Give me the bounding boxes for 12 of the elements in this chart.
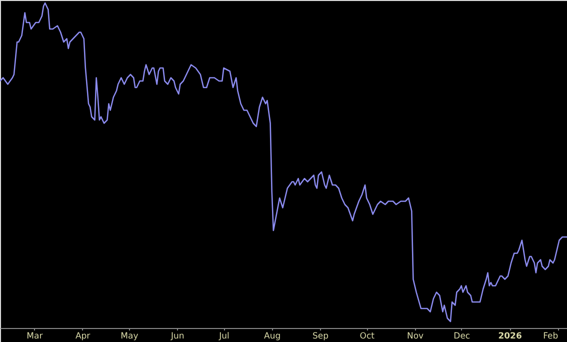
x-tick-label: Sep [312, 332, 329, 342]
x-tick-label: Feb [543, 332, 558, 342]
x-tick-label: Mar [26, 332, 44, 342]
x-tick-label: Oct [360, 332, 376, 342]
x-tick-label: Dec [454, 332, 470, 342]
x-tick-label: Jun [170, 332, 184, 342]
x-tick-label: Nov [406, 332, 424, 342]
x-tick-label: May [120, 332, 138, 342]
x-tick-label: 2026 [498, 332, 522, 342]
x-tick-label: Aug [264, 332, 281, 342]
x-tick-label: Jul [218, 332, 230, 342]
x-tick-label: Apr [75, 332, 91, 342]
